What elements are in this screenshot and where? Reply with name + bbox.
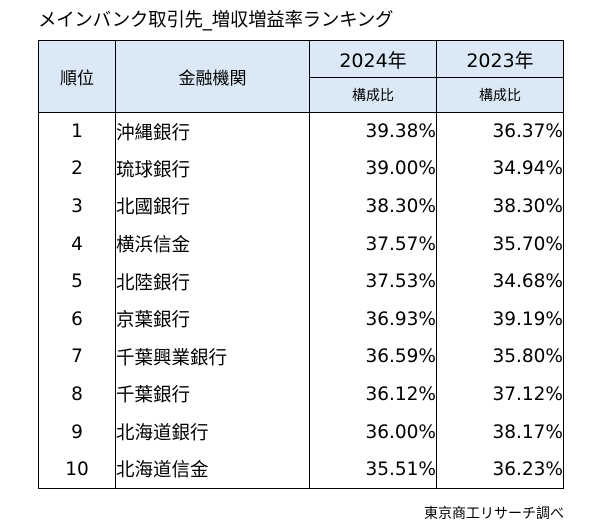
rank-cell: 5 [38, 262, 116, 301]
bank-cell: 沖縄銀行 [115, 112, 310, 151]
bank-cell: 北海道信金 [115, 450, 310, 489]
header-bank: 金融機関 [115, 40, 310, 113]
share-2023-cell: 37.12% [436, 375, 564, 414]
share-2024-cell: 36.93% [309, 300, 437, 339]
share-2023-cell: 34.94% [436, 150, 564, 188]
table-row: 1 沖縄銀行 39.38% 36.37% [38, 112, 564, 151]
table-row: 6 京葉銀行 36.93% 39.19% [38, 300, 564, 339]
share-2023-cell: 35.80% [436, 338, 564, 376]
bank-cell: 千葉銀行 [115, 375, 310, 414]
share-2024-cell: 39.38% [309, 112, 437, 151]
share-2024-cell: 37.57% [309, 225, 437, 263]
share-2023-cell: 38.17% [436, 413, 564, 451]
share-2024-cell: 37.53% [309, 262, 437, 301]
bank-cell: 琉球銀行 [115, 150, 310, 188]
share-2024-cell: 36.00% [309, 413, 437, 451]
share-2024-cell: 36.59% [309, 338, 437, 376]
rank-cell: 7 [38, 338, 116, 376]
share-2023-cell: 35.70% [436, 225, 564, 263]
table-row: 9 北海道銀行 36.00% 38.17% [38, 413, 564, 451]
rank-cell: 9 [38, 413, 116, 451]
rank-cell: 10 [38, 450, 116, 489]
share-2024-cell: 36.12% [309, 375, 437, 414]
ranking-table: 順位 金融機関 2024年 2023年 構成比 構成比 1 沖縄銀行 39.38… [38, 40, 564, 489]
rank-cell: 2 [38, 150, 116, 188]
share-2023-cell: 36.37% [436, 112, 564, 151]
share-2024-cell: 35.51% [309, 450, 437, 489]
table-row: 4 横浜信金 37.57% 35.70% [38, 225, 564, 263]
header-share-2023: 構成比 [436, 77, 564, 113]
rank-cell: 8 [38, 375, 116, 414]
table-row: 2 琉球銀行 39.00% 34.94% [38, 150, 564, 188]
header-share-2024: 構成比 [309, 77, 437, 113]
table-row: 7 千葉興業銀行 36.59% 35.80% [38, 338, 564, 376]
table-header: 順位 金融機関 2024年 2023年 構成比 構成比 [38, 40, 564, 113]
share-2023-cell: 34.68% [436, 262, 564, 301]
share-2024-cell: 38.30% [309, 187, 437, 226]
table-body: 1 沖縄銀行 39.38% 36.37% 2 琉球銀行 39.00% 34.94… [38, 112, 564, 489]
bank-cell: 北陸銀行 [115, 262, 310, 301]
bank-cell: 京葉銀行 [115, 300, 310, 339]
page-title: メインバンク取引先_増収増益率ランキング [38, 10, 394, 31]
share-2023-cell: 38.30% [436, 187, 564, 226]
rank-cell: 4 [38, 225, 116, 263]
bank-cell: 千葉興業銀行 [115, 338, 310, 376]
bank-cell: 北海道銀行 [115, 413, 310, 451]
rank-cell: 1 [38, 112, 116, 151]
bank-cell: 横浜信金 [115, 225, 310, 263]
bank-cell: 北國銀行 [115, 187, 310, 226]
header-year-2024: 2024年 [309, 40, 437, 78]
table-row: 8 千葉銀行 36.12% 37.12% [38, 375, 564, 414]
table-row: 10 北海道信金 35.51% 36.23% [38, 450, 564, 489]
rank-cell: 6 [38, 300, 116, 339]
header-rank: 順位 [38, 40, 116, 113]
source-note: 東京商工リサーチ調べ [424, 506, 564, 522]
table-row: 3 北國銀行 38.30% 38.30% [38, 187, 564, 226]
share-2024-cell: 39.00% [309, 150, 437, 188]
rank-cell: 3 [38, 187, 116, 226]
header-year-2023: 2023年 [436, 40, 564, 78]
share-2023-cell: 39.19% [436, 300, 564, 339]
table-row: 5 北陸銀行 37.53% 34.68% [38, 262, 564, 301]
share-2023-cell: 36.23% [436, 450, 564, 489]
